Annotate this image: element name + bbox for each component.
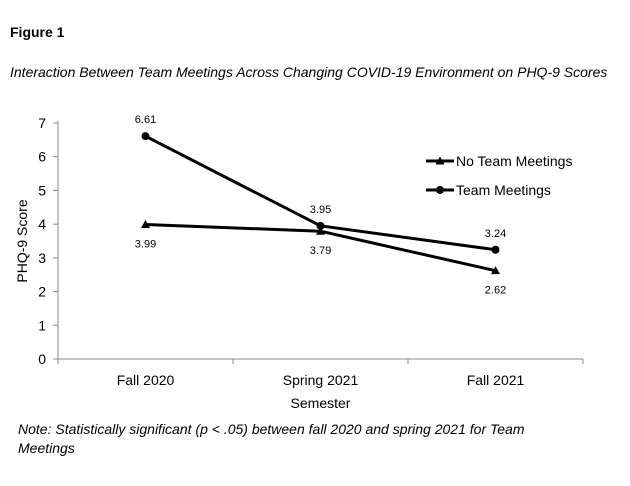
data-point <box>316 226 325 235</box>
data-label: 3.95 <box>310 204 331 216</box>
x-tick-label: Spring 2021 <box>283 372 359 388</box>
data-label: 3.79 <box>310 245 331 257</box>
data-label: 6.61 <box>135 114 156 126</box>
data-label: 3.99 <box>135 238 156 250</box>
y-tick-label: 6 <box>38 149 46 165</box>
figure-note: Note: Statistically significant (p < .05… <box>18 421 525 456</box>
legend-label: Team Meetings <box>456 182 551 198</box>
data-label: 2.62 <box>485 285 506 297</box>
data-point <box>141 219 150 228</box>
x-tick-label: Fall 2021 <box>467 372 525 388</box>
figure-label: Figure 1 <box>10 24 65 40</box>
data-point <box>316 221 325 230</box>
legend-marker <box>436 186 444 194</box>
y-axis-title: PHQ-9 Score <box>14 199 30 282</box>
y-tick-label: 7 <box>38 115 46 131</box>
legend-label: No Team Meetings <box>456 153 572 169</box>
y-tick-label: 0 <box>38 351 46 367</box>
data-point <box>491 245 500 254</box>
y-tick-label: 1 <box>38 317 46 333</box>
x-axis-title: Semester <box>291 395 351 411</box>
y-tick-label: 3 <box>38 250 46 266</box>
data-point <box>141 132 150 141</box>
data-point <box>491 266 500 275</box>
y-tick-label: 5 <box>38 182 46 198</box>
data-label: 3.24 <box>485 228 506 240</box>
figure-title: Interaction Between Team Meetings Across… <box>10 64 608 80</box>
legend-marker <box>435 156 445 165</box>
x-tick-label: Fall 2020 <box>117 372 175 388</box>
y-tick-label: 4 <box>38 216 46 232</box>
y-tick-label: 2 <box>38 284 46 300</box>
